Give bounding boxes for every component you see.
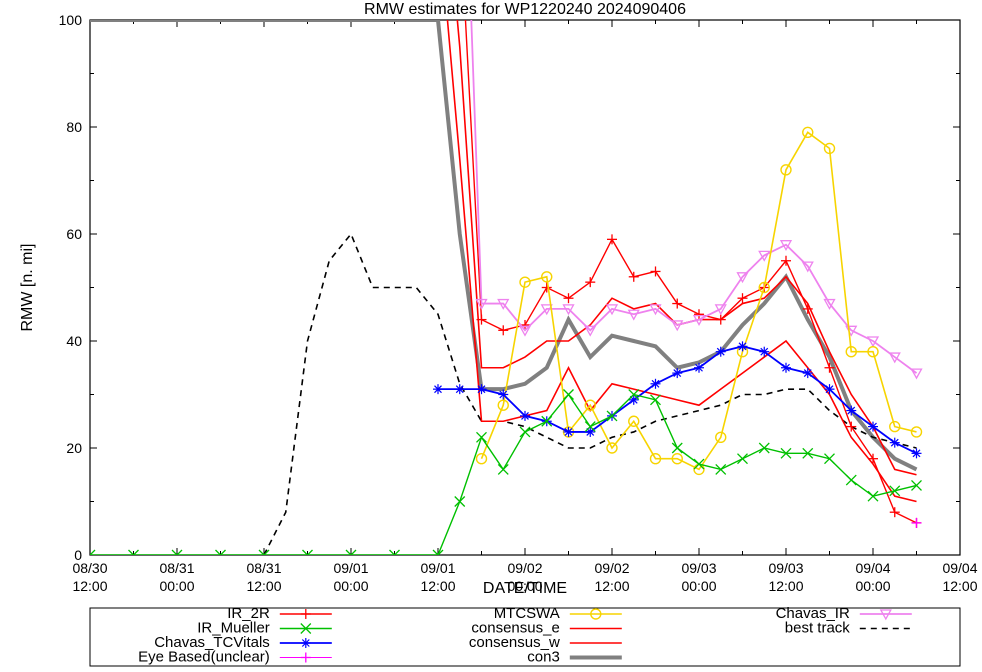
svg-text:09/01: 09/01: [420, 560, 455, 576]
svg-text:12:00: 12:00: [768, 578, 803, 594]
svg-text:12:00: 12:00: [594, 578, 629, 594]
svg-text:best track: best track: [785, 619, 851, 636]
rmw-chart: 02040608010008/3012:0008/3100:0008/3112:…: [0, 0, 982, 672]
svg-text:09/03: 09/03: [768, 560, 803, 576]
svg-text:20: 20: [66, 440, 82, 456]
svg-text:09/01: 09/01: [333, 560, 368, 576]
svg-text:00:00: 00:00: [855, 578, 890, 594]
svg-text:100: 100: [59, 12, 83, 28]
svg-text:Eye Based(unclear): Eye Based(unclear): [138, 648, 270, 665]
svg-text:con3: con3: [527, 648, 560, 665]
svg-text:RMW [n. mi]: RMW [n. mi]: [19, 244, 36, 332]
svg-text:09/04: 09/04: [855, 560, 890, 576]
svg-text:12:00: 12:00: [72, 578, 107, 594]
svg-text:40: 40: [66, 333, 82, 349]
svg-text:08/31: 08/31: [159, 560, 194, 576]
svg-text:80: 80: [66, 119, 82, 135]
svg-text:08/31: 08/31: [246, 560, 281, 576]
svg-text:RMW estimates for WP1220240 20: RMW estimates for WP1220240 2024090406: [364, 1, 686, 18]
svg-text:09/04: 09/04: [942, 560, 977, 576]
svg-text:12:00: 12:00: [942, 578, 977, 594]
svg-text:09/02: 09/02: [594, 560, 629, 576]
svg-text:12:00: 12:00: [246, 578, 281, 594]
svg-text:00:00: 00:00: [159, 578, 194, 594]
svg-text:60: 60: [66, 226, 82, 242]
svg-text:00:00: 00:00: [333, 578, 368, 594]
svg-text:09/03: 09/03: [681, 560, 716, 576]
svg-text:09/02: 09/02: [507, 560, 542, 576]
svg-text:00:00: 00:00: [681, 578, 716, 594]
svg-text:DATE/TIME: DATE/TIME: [483, 580, 567, 597]
svg-text:12:00: 12:00: [420, 578, 455, 594]
chart-svg: 02040608010008/3012:0008/3100:0008/3112:…: [0, 0, 982, 672]
svg-text:08/30: 08/30: [72, 560, 107, 576]
